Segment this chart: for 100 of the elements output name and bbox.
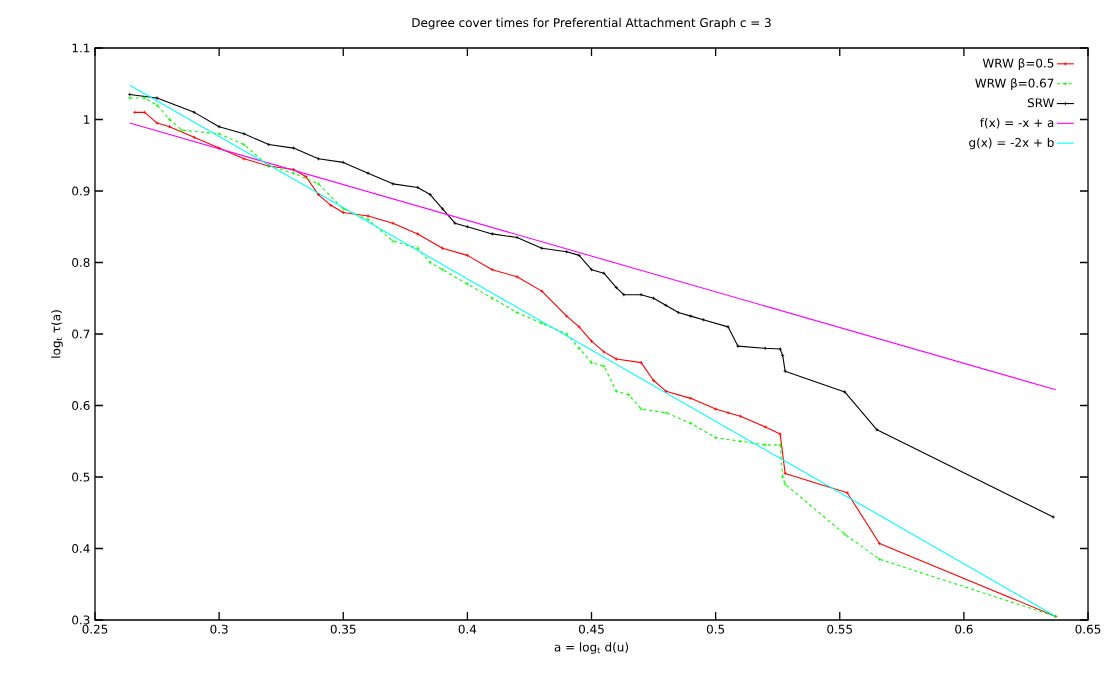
y-tick-label: 0.9 [72, 186, 90, 196]
point [127, 96, 132, 101]
point [428, 192, 433, 197]
legend-label: g(x) = -2x + b [969, 137, 1054, 150]
point [564, 249, 569, 254]
point [316, 156, 321, 161]
point [440, 206, 445, 211]
point [601, 349, 606, 354]
x-tick-label: 0.3 [210, 624, 228, 634]
point [783, 471, 788, 476]
point [688, 396, 693, 401]
point [155, 103, 160, 108]
point [390, 239, 395, 244]
point [366, 217, 371, 222]
point [564, 314, 569, 319]
point [763, 346, 768, 351]
point [515, 274, 520, 279]
legend-label: WRW β=0.67 [975, 78, 1054, 90]
point [713, 435, 718, 440]
point [142, 110, 147, 115]
point [626, 392, 631, 397]
point [651, 378, 656, 383]
point [539, 321, 544, 326]
point [155, 121, 160, 126]
point [589, 360, 594, 365]
x-tick-label: 0.35 [330, 624, 356, 634]
point [763, 424, 768, 429]
point [291, 171, 296, 176]
point [415, 246, 420, 251]
point [341, 160, 346, 165]
point [842, 389, 847, 394]
y-tick-label: 0.3 [72, 615, 90, 625]
point [539, 246, 544, 251]
point [490, 231, 495, 236]
point [701, 317, 706, 322]
point [875, 427, 879, 432]
point [241, 156, 246, 161]
point [589, 267, 594, 272]
x-tick-label: 0.45 [578, 624, 604, 634]
x-axis-title: a = log$_{t}$ d(u) [554, 642, 629, 654]
x-tick-label: 0.55 [827, 624, 853, 634]
point [780, 475, 785, 479]
point [366, 171, 371, 176]
point [842, 532, 847, 537]
y-axis-title: log$_{t}$ τ(a) [51, 310, 63, 358]
point [639, 407, 644, 412]
point [564, 332, 569, 336]
point [266, 142, 271, 147]
point [341, 210, 346, 215]
point [726, 410, 731, 415]
point [390, 221, 395, 226]
point [845, 490, 850, 495]
y-tick-label: 0.4 [72, 543, 90, 554]
point [614, 285, 619, 290]
point [663, 389, 668, 394]
y-tick-label: 0.8 [72, 257, 90, 268]
point [515, 235, 520, 240]
point [390, 181, 395, 186]
point [316, 181, 321, 186]
x-tick-label: 0.65 [1075, 624, 1101, 634]
point [639, 360, 644, 365]
point [877, 557, 882, 562]
y-tick-label: 0.6 [72, 400, 90, 411]
point [783, 482, 788, 487]
point [440, 267, 445, 272]
point [726, 324, 731, 329]
point [539, 289, 544, 294]
point [465, 281, 470, 286]
point [167, 117, 172, 122]
point [778, 347, 783, 352]
point [142, 96, 147, 101]
y-tick-label: 1.1 [72, 43, 90, 53]
point [577, 324, 582, 329]
point [217, 146, 222, 151]
point [217, 124, 222, 129]
point [415, 231, 420, 236]
y-tick-label: 0.7 [72, 329, 90, 339]
point [688, 314, 693, 319]
point [778, 432, 783, 437]
chart-title: Degree cover times for Preferential Attachment Graph c = 3 [412, 17, 771, 30]
point [614, 389, 619, 394]
point [735, 344, 740, 349]
point [621, 292, 626, 297]
point [452, 221, 457, 226]
point [316, 192, 321, 197]
point [167, 124, 172, 129]
point [291, 167, 296, 172]
point [783, 369, 788, 374]
point [601, 271, 606, 276]
point [217, 131, 222, 136]
point [490, 267, 495, 272]
x-tick-label: 0.25 [82, 624, 108, 634]
point [241, 131, 246, 136]
point [465, 253, 470, 258]
point [304, 174, 309, 179]
point [341, 206, 346, 211]
y-tick-label: 0.5 [72, 472, 90, 482]
legend-label: SRW [1027, 98, 1054, 108]
point [192, 135, 197, 140]
point [877, 541, 882, 546]
